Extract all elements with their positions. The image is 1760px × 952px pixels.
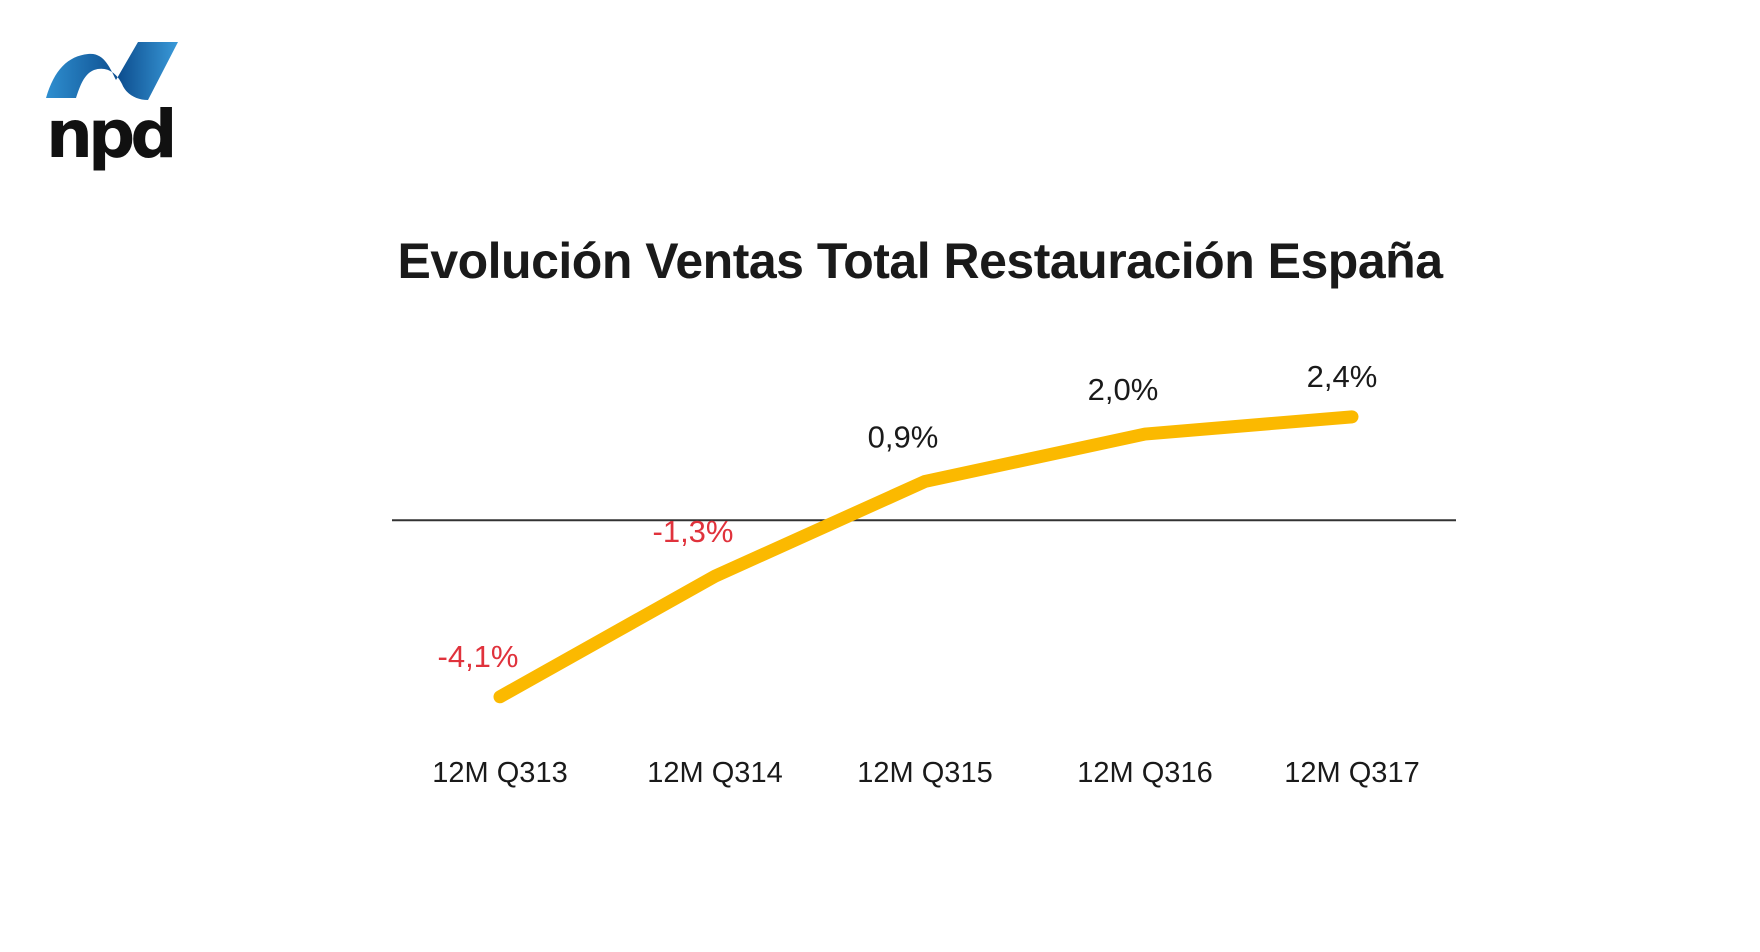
x-tick-label: 12M Q316 xyxy=(1077,757,1212,789)
npd-logo-wordmark: npd xyxy=(46,96,178,173)
npd-swoosh-icon xyxy=(46,42,178,100)
x-tick-label: 12M Q315 xyxy=(857,757,992,789)
chart-title: Evolución Ventas Total Restauración Espa… xyxy=(397,233,1443,289)
data-label: 0,9% xyxy=(868,419,939,454)
x-tick-label: 12M Q314 xyxy=(647,757,782,789)
data-label: -1,3% xyxy=(653,514,734,549)
data-label: 2,0% xyxy=(1088,372,1159,407)
x-tick-label: 12M Q317 xyxy=(1284,757,1419,789)
data-label: -4,1% xyxy=(438,639,519,674)
series-line xyxy=(493,410,1359,704)
x-tick-label: 12M Q313 xyxy=(432,757,567,789)
data-label: 2,4% xyxy=(1307,359,1378,394)
npd-logo: npd xyxy=(40,40,190,190)
